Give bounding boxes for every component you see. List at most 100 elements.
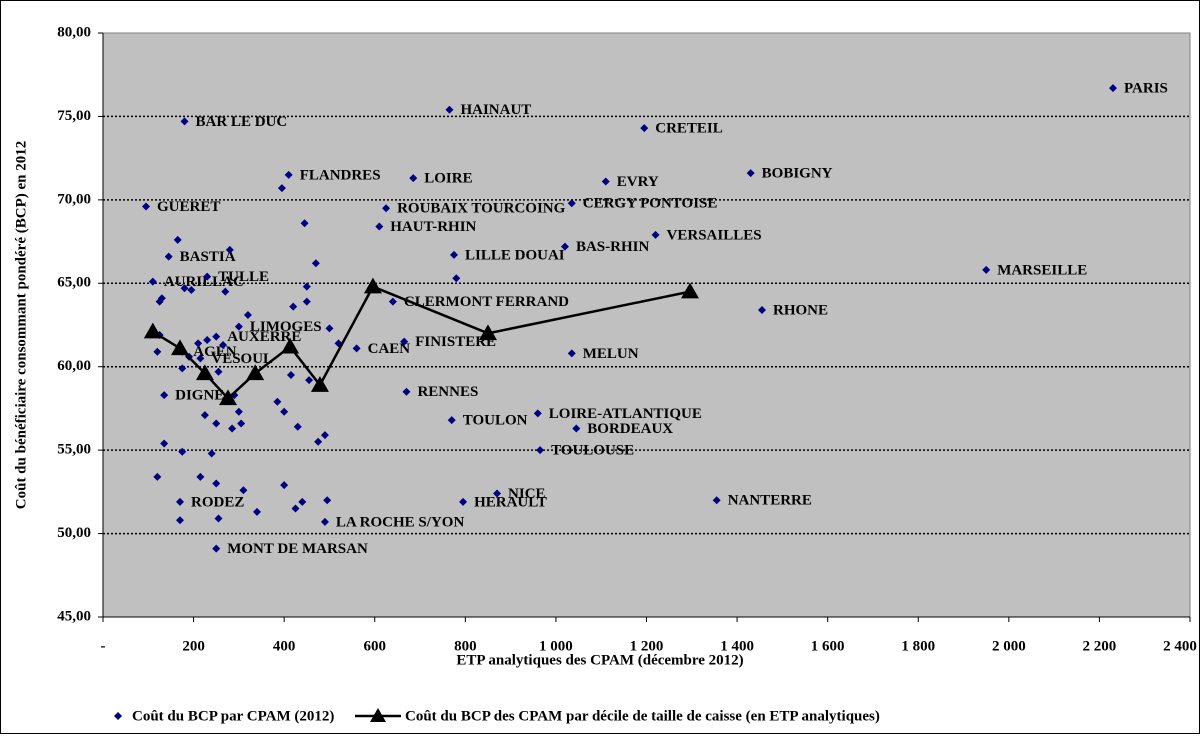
line-marker <box>246 364 265 381</box>
line-series <box>152 285 691 401</box>
scatter-point <box>200 411 209 420</box>
scatter-point <box>142 202 151 211</box>
x-tick-label: 2 200 <box>1083 638 1117 654</box>
scatter-point <box>252 507 261 516</box>
legend-label: Coût du BCP des CPAM par décile de taill… <box>405 708 880 724</box>
scatter-point <box>402 387 411 396</box>
scatter-point <box>388 297 397 306</box>
scatter-point <box>291 504 300 513</box>
scatter-point <box>243 310 252 319</box>
scatter-point <box>325 324 334 333</box>
scatter-point <box>452 274 461 283</box>
legend-label: Coût du BCP par CPAM (2012) <box>132 708 334 724</box>
scatter-point <box>273 397 282 406</box>
line-marker <box>143 322 162 339</box>
scatter-point <box>157 294 166 303</box>
line-marker <box>363 277 382 294</box>
point-label: CLERMONT FERRAND <box>404 294 569 310</box>
scatter-point <box>160 439 169 448</box>
line-marker <box>219 389 238 406</box>
x-tick-label: 1 600 <box>811 638 845 654</box>
scatter-point <box>153 347 162 356</box>
scatter-point <box>160 391 169 400</box>
scatter-point <box>302 282 311 291</box>
scatter-point <box>493 489 502 498</box>
scatter-point <box>572 424 581 433</box>
point-label: AUXERRE <box>227 329 301 345</box>
scatter-point <box>375 222 384 231</box>
scatter-point <box>180 284 189 293</box>
scatter-point <box>212 544 221 553</box>
scatter-point <box>212 479 221 488</box>
scatter-point <box>400 337 409 346</box>
scatter-point <box>196 472 205 481</box>
point-label: VERSAILLES <box>667 227 762 243</box>
x-tick-label: 2 000 <box>992 638 1026 654</box>
point-label: MONT DE MARSAN <box>227 541 368 557</box>
scatter-point <box>228 424 237 433</box>
y-tick-label: 65,00 <box>57 275 91 291</box>
point-label: LA ROCHE S/YON <box>336 514 465 530</box>
line-marker <box>478 324 497 341</box>
scatter-point <box>712 496 721 505</box>
scatter-point <box>203 272 212 281</box>
plot-area <box>102 32 1191 618</box>
point-label: DIGNE <box>175 388 224 404</box>
scatter-point <box>207 449 216 458</box>
point-label: PARIS <box>1124 81 1168 97</box>
scatter-point <box>450 250 459 259</box>
point-label: VESOUL <box>211 351 273 367</box>
scatter-point <box>239 486 248 495</box>
line-marker <box>281 337 300 354</box>
scatter-point <box>640 124 649 133</box>
point-label: GUERET <box>157 199 220 215</box>
scatter-point <box>148 277 157 286</box>
scatter-point <box>293 422 302 431</box>
scatter-point <box>300 219 309 228</box>
y-tick-label: 50,00 <box>57 525 91 541</box>
point-label: EVRY <box>617 174 659 190</box>
scatter-point <box>175 516 184 525</box>
scatter-point <box>311 259 320 268</box>
scatter-point <box>187 285 196 294</box>
scatter-point <box>280 481 289 490</box>
scatter-point <box>175 497 184 506</box>
scatter-point <box>320 517 329 526</box>
line-marker <box>310 376 329 392</box>
scatter-point <box>447 416 456 425</box>
point-label: TOULON <box>463 413 528 429</box>
scatter-point <box>173 235 182 244</box>
x-tick-label: 600 <box>364 638 387 654</box>
scatter-point <box>298 497 307 506</box>
scatter-point <box>459 497 468 506</box>
scatter-point <box>409 174 418 183</box>
scatter-point <box>1109 84 1118 93</box>
point-label: BAR LE DUC <box>196 114 288 130</box>
point-label: FLANDRES <box>300 167 381 183</box>
legend-symbol <box>114 712 122 720</box>
scatter-point <box>214 367 223 376</box>
scatter-point <box>203 336 212 345</box>
scatter-point <box>212 419 221 428</box>
scatter-point <box>601 177 610 186</box>
scatter-point <box>234 407 243 416</box>
point-label: NANTERRE <box>728 493 812 509</box>
scatter-point <box>320 431 329 440</box>
scatter-point <box>277 184 286 193</box>
scatter-point <box>194 339 203 348</box>
x-tick-label: - <box>101 638 106 654</box>
scatter-point <box>234 322 243 331</box>
scatter-point <box>757 305 766 314</box>
point-label: CRETEIL <box>655 121 723 137</box>
x-tick-label: 800 <box>454 638 477 654</box>
point-label: RODEZ <box>191 494 244 510</box>
scatter-point <box>982 265 991 274</box>
scatter-point <box>178 447 187 456</box>
point-label: CERGY PONTOISE <box>583 196 718 212</box>
x-tick-label: 1 000 <box>539 638 573 654</box>
point-label: BORDEAUX <box>587 421 673 437</box>
point-label: HAINAUT <box>460 102 531 118</box>
scatter-point <box>225 245 234 254</box>
line-marker <box>195 364 214 381</box>
